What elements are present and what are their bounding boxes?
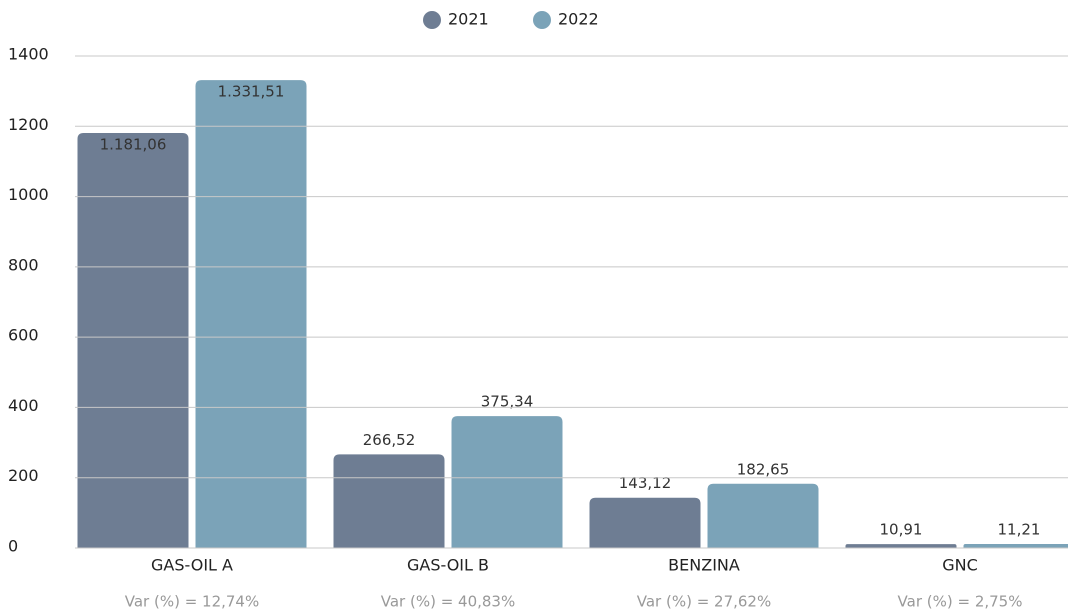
value-label: 1.181,06 bbox=[100, 135, 167, 153]
value-label: 143,12 bbox=[619, 474, 672, 492]
legend-label: 2021 bbox=[448, 10, 489, 29]
bar bbox=[963, 544, 1068, 548]
value-label: 266,52 bbox=[363, 431, 416, 449]
x-tick-label: GAS-OIL A bbox=[151, 556, 233, 575]
legend-marker bbox=[533, 11, 551, 29]
y-tick-label: 200 bbox=[8, 466, 39, 485]
legend-marker bbox=[423, 11, 441, 29]
bar bbox=[845, 544, 957, 548]
bar bbox=[77, 132, 189, 548]
category-note: Var (%) = 27,62% bbox=[637, 593, 771, 611]
y-tick-label: 1400 bbox=[8, 45, 49, 64]
x-tick-label: GNC bbox=[942, 556, 978, 575]
y-tick-label: 1000 bbox=[8, 185, 49, 204]
x-tick-label: BENZINA bbox=[668, 556, 740, 575]
y-tick-label: 800 bbox=[8, 255, 39, 274]
bar bbox=[707, 483, 819, 548]
value-label: 375,34 bbox=[481, 393, 534, 411]
plot-area: 1.181,06 1.331,51 266,52 375,34 143,12 182,65… bbox=[77, 80, 1068, 549]
y-tick-label: 400 bbox=[8, 396, 39, 415]
y-tick-label: 600 bbox=[8, 326, 39, 345]
y-tick-label: 1200 bbox=[8, 115, 49, 134]
bar bbox=[333, 454, 445, 548]
legend-label: 2022 bbox=[558, 10, 599, 29]
category-note: Var (%) = 40,83% bbox=[381, 593, 515, 611]
bar bbox=[589, 497, 701, 548]
y-tick-label: 0 bbox=[8, 537, 18, 556]
value-label: 1.331,51 bbox=[218, 83, 285, 101]
value-label: 10,91 bbox=[880, 521, 923, 539]
value-label: 182,65 bbox=[737, 460, 790, 478]
category-note: Var (%) = 2,75% bbox=[898, 593, 1023, 611]
x-tick-label: GAS-OIL B bbox=[407, 556, 489, 575]
category-note: Var (%) = 12,74% bbox=[125, 593, 259, 611]
bar bbox=[451, 416, 563, 548]
value-label: 11,21 bbox=[998, 521, 1041, 539]
